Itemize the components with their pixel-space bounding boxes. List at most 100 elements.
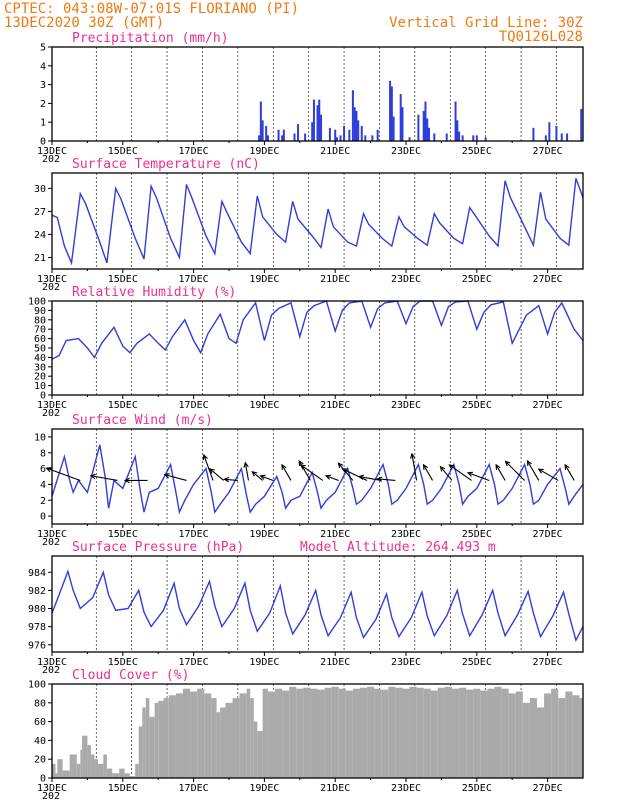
wind-arrow-head: [504, 460, 511, 467]
cloud-column: [501, 688, 509, 778]
y-tick-label: 20: [34, 755, 46, 766]
cloud-column: [494, 686, 502, 778]
x-tick-label: 23DEC: [391, 529, 421, 540]
cloud-column: [345, 690, 353, 778]
y-tick-label: 976: [28, 640, 46, 651]
precip-bar: [456, 120, 459, 141]
series-line: [51, 178, 584, 266]
cloud-column: [103, 754, 107, 778]
x-tick-label: 21DEC: [320, 146, 350, 157]
cloud-column: [69, 754, 77, 778]
wind-arrow-shaft: [342, 468, 368, 481]
precip-bar: [277, 129, 280, 141]
wind-arrow-shaft: [411, 453, 418, 481]
precip-bar: [376, 129, 379, 141]
y-tick-label: 30: [34, 362, 46, 373]
x-tick-sublabel: 202: [42, 282, 60, 293]
wind-arrow-head: [223, 476, 230, 483]
cloud-column: [487, 688, 495, 778]
precip-bar: [297, 124, 300, 141]
cloud-column: [145, 698, 150, 778]
y-tick-label: 40: [34, 353, 46, 364]
y-tick-label: 3: [40, 80, 46, 91]
wind-arrow-head: [298, 459, 304, 466]
series-line: [51, 569, 584, 643]
header: CPTEC: 043:08W-07:01S FLORIANO (PI) 13DE…: [4, 1, 583, 45]
cloud-column: [381, 689, 389, 778]
header-model: TQ0126L028: [499, 29, 583, 45]
panels: 0 1 2 3 4 5 13DEC 15DEC 17DEC 19DEC 21DEC 23DEC 25DE…: [28, 31, 584, 800]
cloud-column: [296, 688, 304, 778]
x-tick-label: 27DEC: [533, 657, 563, 668]
cloud-column: [459, 687, 467, 778]
y-tick-label: 0: [40, 774, 46, 785]
x-tick-label: 19DEC: [249, 400, 279, 411]
x-tick-label: 25DEC: [462, 146, 492, 157]
precip-bar: [566, 133, 569, 141]
y-tick-label: 24: [34, 230, 46, 241]
cloud-column: [388, 686, 396, 778]
panel-frame: [51, 428, 584, 525]
wind-arrow-head: [526, 459, 532, 466]
cloud-column: [480, 690, 488, 778]
wind-arrow-shaft: [260, 475, 274, 481]
cloud-column: [225, 702, 233, 778]
wind-arrow-shaft: [564, 464, 575, 481]
x-tick-label: 13DEC: [37, 657, 67, 668]
panel-title: Surface Temperature (nC): [72, 157, 260, 172]
cloud-column: [232, 698, 240, 778]
precip-bar: [371, 135, 374, 141]
x-tick-sublabel: 202: [42, 154, 60, 165]
cloud-column: [138, 726, 143, 778]
x-tick-label: 23DEC: [391, 657, 421, 668]
wind-arrow-shaft: [90, 475, 118, 481]
wind-arrow-head: [341, 468, 348, 474]
cloud-column: [204, 693, 212, 778]
wind-arrow-shaft: [538, 468, 559, 481]
x-tick-sublabel: 202: [42, 408, 60, 419]
wind-arrow-head: [537, 468, 544, 474]
cloud-column: [76, 763, 81, 778]
x-tick-label: 23DEC: [391, 400, 421, 411]
panel-title: Surface Pressure (hPa): [72, 540, 244, 555]
wind-arrow-head: [202, 453, 208, 461]
cloud-column: [149, 716, 155, 778]
cloud-column: [558, 698, 566, 778]
cloud-column: [175, 693, 183, 778]
panel-5: 0 20 40 60 80 100 13DEC 15DEC 17DEC 19DEC 21DEC 23D…: [28, 668, 584, 800]
x-tick-label: 19DEC: [249, 146, 279, 157]
precip-bar: [328, 127, 331, 141]
precip-bar: [532, 127, 535, 141]
cloud-column: [142, 707, 146, 778]
cloud-column: [98, 763, 104, 778]
wind-arrow-head: [163, 473, 170, 479]
wind-arrow-shaft: [251, 471, 263, 481]
cloud-column: [246, 688, 251, 778]
precip-bar: [472, 135, 475, 141]
wind-arrow-shaft: [298, 460, 311, 481]
x-tick-label: 27DEC: [533, 400, 563, 411]
cloud-column: [522, 702, 530, 778]
precip-bar: [304, 133, 307, 141]
precip-bar: [454, 101, 457, 141]
wind-arrow-head: [259, 474, 266, 480]
cloud-column: [168, 695, 176, 778]
cloud-column: [303, 687, 311, 778]
cloud-column: [163, 698, 169, 778]
wind-arrow-head: [281, 463, 287, 470]
precip-bar: [417, 114, 420, 141]
y-tick-label: 90: [34, 306, 46, 317]
cloud-column: [473, 688, 481, 778]
x-tick-label: 27DEC: [533, 783, 563, 794]
x-tick-label: 21DEC: [320, 529, 350, 540]
y-tick-label: 60: [34, 334, 46, 345]
wind-arrow-head: [337, 462, 344, 469]
panel-title: Precipitation (mm/h): [72, 31, 229, 46]
precip-bar: [334, 129, 337, 141]
x-tick-label: 25DEC: [462, 657, 492, 668]
wind-arrow-head: [439, 465, 446, 472]
y-tick-label: 0: [40, 512, 46, 523]
cloud-column: [437, 687, 445, 778]
precip-bar: [401, 107, 404, 141]
